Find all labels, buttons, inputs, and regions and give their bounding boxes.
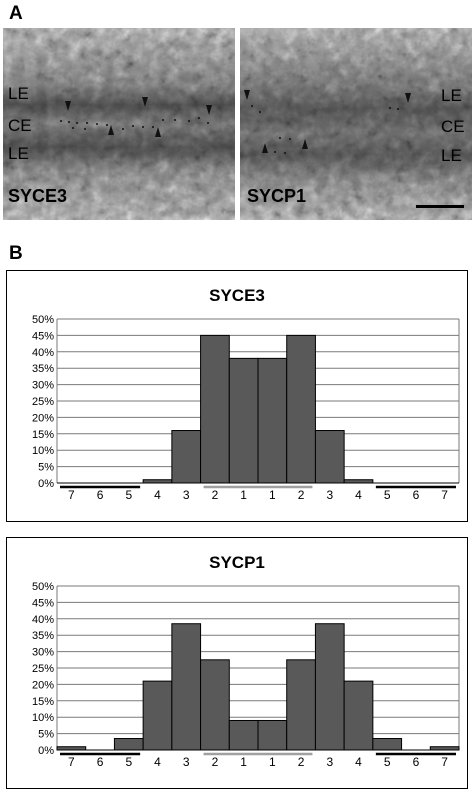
sycp1-x-tick-label: 7 [441,755,448,769]
syce3-x-tick-label: 7 [68,488,75,502]
sycp1-x-tick-label: 4 [355,755,362,769]
syce3-x-tick-label: 7 [441,488,448,502]
sycp1-x-tick-label: 3 [183,755,190,769]
sycp1-y-tick-label: 40% [32,614,54,626]
panel-b-letter: B [9,243,23,264]
syce3-y-tick-label: 45% [32,330,54,342]
sycp1-label-le-top: LE [441,86,462,105]
syce3-y-tick-label: 0% [38,478,54,490]
syce3-x-tick-label: 1 [269,488,276,502]
sycp1-bar [171,623,202,751]
sycp1-micrograph-texture [240,28,472,220]
scale-bar [416,205,464,208]
syce3-x-tick-label: 4 [154,488,161,502]
syce3-x-tick-label: 3 [183,488,190,502]
syce3-chart-title: SYCE3 [209,286,265,305]
syce3-x-tick-label: 2 [298,488,305,502]
syce3-x-tick-label: 6 [413,488,420,502]
syce3-y-tick-label: 25% [32,396,54,408]
sycp1-chart-frame: SYCP1 0% 5% 10% 15% 20% 25% 30% 35% 40% 45% 50% 7 6 5 4… [6,537,468,789]
sycp1-histogram: SYCP1 0% 5% 10% 15% 20% 25% 30% 35% 40% 45% 50% 7 6 5 4… [32,553,460,769]
syce3-chart-frame: SYCE3 0% 5% 10% 15% 20% 25% 30% 35% 40% 45% 50% 7 6 5 4… [6,270,468,522]
syce3-y-tick-label: 15% [32,429,54,441]
syce3-y-tick-label: 30% [32,380,54,392]
syce3-x-tick-label: 5 [125,488,132,502]
syce3-y-tick-label: 35% [32,363,54,375]
sycp1-x-tick-label: 7 [68,755,75,769]
sycp1-x-tick-label: 3 [326,755,333,769]
sycp1-x-tick-label: 4 [154,755,161,769]
sycp1-y-tick-label: 45% [32,597,54,609]
sycp1-micrograph [240,28,472,220]
panel-a-letter: A [9,3,23,24]
syce3-x-tick-label: 6 [97,488,104,502]
sycp1-x-tick-label: 1 [269,755,276,769]
syce3-bar [257,357,288,484]
sycp1-y-tick-label: 35% [32,630,54,642]
sycp1-bar [200,659,230,751]
sycp1-x-tick-label: 2 [212,755,219,769]
sycp1-bar [142,680,173,751]
syce3-bar [314,430,345,484]
sycp1-x-tick-label: 5 [125,755,132,769]
sycp1-x-tick-label: 5 [384,755,391,769]
sycp1-x-tick-label: 1 [240,755,247,769]
sycp1-bar [343,680,374,751]
sycp1-bar [314,623,345,751]
syce3-x-tick-label: 3 [326,488,333,502]
sycp1-chart-title: SYCP1 [209,553,265,572]
sycp1-y-tick-label: 5% [38,729,54,741]
sycp1-label-ce: CE [441,117,465,136]
syce3-bar [228,357,259,484]
syce3-x-tick-label: 5 [384,488,391,502]
sycp1-y-tick-label: 0% [38,745,54,757]
sycp1-y-tick-label: 25% [32,663,54,675]
sycp1-bar [228,719,259,751]
sycp1-x-tick-label: 2 [298,755,305,769]
sycp1-bar [257,719,288,751]
sycp1-bar [113,738,144,751]
syce3-y-tick-label: 50% [32,314,54,326]
sycp1-y-tick-label: 50% [32,581,54,593]
sycp1-image-title: SYCP1 [247,186,307,206]
syce3-x-tick-label: 4 [355,488,362,502]
syce3-x-tick-label: 1 [240,488,247,502]
syce3-y-tick-label: 20% [32,412,54,424]
sycp1-y-tick-label: 20% [32,679,54,691]
syce3-y-tick-label: 40% [32,347,54,359]
syce3-y-tick-label: 10% [32,445,54,457]
sycp1-label-le-bottom: LE [441,146,462,165]
syce3-histogram: SYCE3 0% 5% 10% 15% 20% 25% 30% 35% 40% 45% 50% 7 6 5 4… [32,286,460,502]
sycp1-y-tick-label: 15% [32,696,54,708]
syce3-x-tick-label: 2 [212,488,219,502]
syce3-label-ce: CE [8,116,32,135]
sycp1-x-tick-label: 6 [413,755,420,769]
syce3-bar [200,334,230,484]
sycp1-bar [372,738,403,751]
syce3-micrograph [3,28,235,220]
sycp1-y-tick-label: 30% [32,647,54,659]
syce3-bar [171,430,202,484]
syce3-image-title: SYCE3 [8,186,68,206]
syce3-label-le-top: LE [8,84,29,103]
syce3-bar [286,334,316,484]
syce3-label-le-bottom: LE [8,144,29,163]
syce3-micrograph-texture [3,28,235,220]
syce3-y-tick-label: 5% [38,462,54,474]
sycp1-y-tick-label: 10% [32,712,54,724]
sycp1-x-tick-label: 6 [97,755,104,769]
sycp1-bar [286,659,316,751]
